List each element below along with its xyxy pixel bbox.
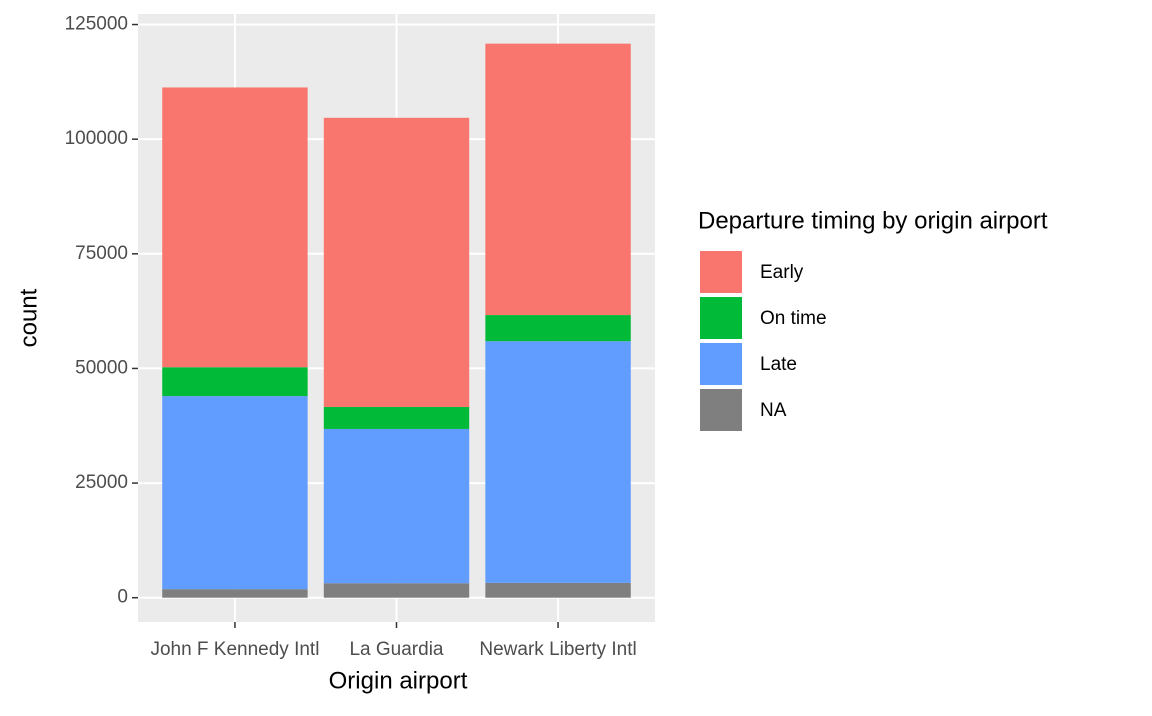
legend-label: Early — [760, 262, 804, 283]
bar-segment — [323, 428, 470, 584]
bar-segment — [485, 582, 631, 598]
bar-segment — [323, 117, 470, 407]
y-axis-title: count — [15, 288, 42, 347]
legend-key — [698, 295, 744, 341]
y-tick-label: 25000 — [75, 472, 128, 493]
bar-segment — [162, 87, 308, 368]
y-tick-label: 125000 — [65, 14, 128, 35]
x-tick-label: John F Kennedy Intl — [150, 639, 319, 660]
x-tick-label: La Guardia — [349, 639, 443, 660]
bar-segment — [485, 315, 631, 342]
x-axis-title: Origin airport — [329, 667, 468, 694]
y-tick-label: 75000 — [75, 243, 128, 264]
legend-label: NA — [760, 400, 787, 421]
bar-segment — [162, 367, 308, 397]
legend-title: Departure timing by origin airport — [698, 207, 1048, 234]
x-tick-label: Newark Liberty Intl — [479, 639, 636, 660]
y-tick-label: 100000 — [65, 128, 128, 149]
bar-segment — [323, 583, 470, 598]
bar-segment — [323, 406, 470, 429]
bar-segment — [162, 396, 308, 590]
bar-segment — [485, 341, 631, 583]
legend-key — [698, 387, 744, 433]
legend-key — [698, 341, 744, 387]
bar-segment — [485, 43, 631, 316]
y-tick-label: 0 — [117, 587, 128, 608]
y-tick-label: 50000 — [75, 357, 128, 378]
bar-segment — [162, 589, 308, 598]
legend-label: Late — [760, 354, 797, 375]
legend-label: On time — [760, 308, 827, 329]
legend-key — [698, 249, 744, 295]
